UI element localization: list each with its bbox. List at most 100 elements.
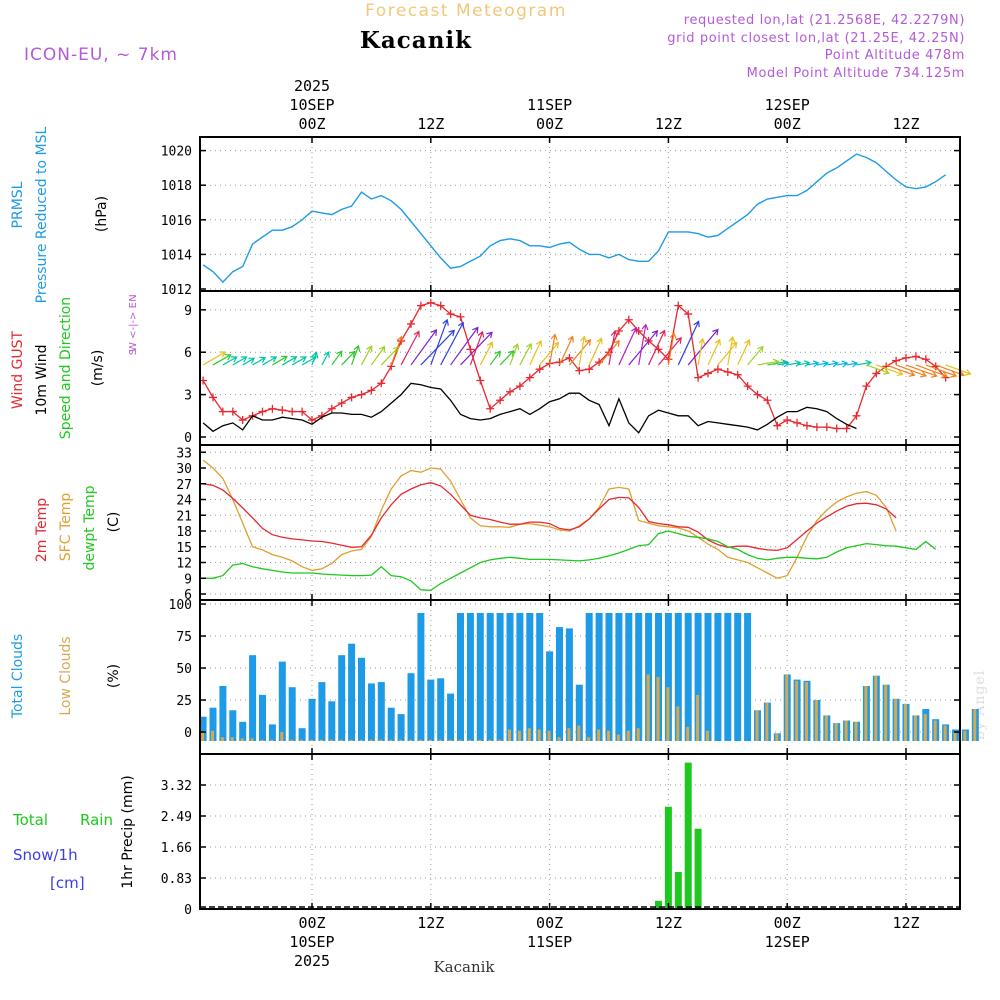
low-clouds-bar [310,739,313,741]
wind-gust-marker [337,399,346,408]
pressure-line [202,153,947,284]
total-clouds-bar [704,613,712,741]
total-clouds-bar [407,673,415,741]
low-clouds-bar [300,739,304,741]
wind-gust-marker [476,376,485,385]
wind-gust-marker [456,312,465,321]
temp-2m-line [203,482,897,552]
wind-gust-marker [466,345,475,354]
wind-direction-arrow [262,356,278,366]
total-clouds-bar [437,678,445,741]
total-clouds-bar [308,698,316,741]
y-tick-label: 15 [176,541,192,556]
wind-gust-marker [753,390,762,399]
wind-gust-marker [298,407,307,416]
point-altitude: Point Altitude 478m [825,48,965,63]
wind-direction-arrow [707,338,721,366]
time-label: 12Z [655,115,682,133]
total-clouds-bar [338,655,346,741]
wind-gust-marker [793,418,802,427]
wind-gust-marker [258,407,267,416]
wind-direction-arrow [212,354,232,366]
low-clouds-bar [240,738,244,741]
time-label: 00Z [774,914,801,932]
wind-gust-line [202,302,947,430]
y-tick-label: 9 [184,572,192,587]
low-clouds-bar [943,725,947,741]
total-clouds-bar [486,613,494,741]
wind-gust-marker [585,365,594,374]
compass-we: W <-|-> E [128,302,139,352]
total-clouds-bar [536,613,544,741]
y-tick-label: 12 [176,557,192,572]
wind-gust-marker [238,416,247,425]
low-clouds-bar [319,739,323,741]
wind-gust-marker [812,423,821,432]
time-label: 12SEP [765,933,810,951]
total-clouds-bar [694,613,702,741]
time-label: 12Z [655,914,682,932]
wind-gust-marker [525,373,534,382]
low-clouds-bar [814,700,818,741]
footer-location: Kacanik [433,958,495,976]
wind-direction-arrow [677,320,700,366]
wind-gust-marker [723,368,732,377]
wind-gust-marker [911,352,920,361]
wind-direction-arrow [479,341,494,366]
y-tick-label: 1016 [161,214,192,229]
total-clouds-bar [318,682,326,741]
rain-bar [655,900,662,909]
wind-direction-arrow [272,355,288,366]
wind-gust-marker [407,319,415,328]
total-clouds-bar [565,628,573,741]
wind-direction-arrow [618,326,638,366]
total-clouds-bar [278,661,286,741]
wind-direction-arrow [242,357,256,366]
low-clouds-bar [458,739,462,741]
wind-direction-arrow [519,342,532,366]
total-clouds-bar [595,613,603,741]
wind-direction-arrow [895,364,927,378]
label-dewpt-temp: dewpt Temp [82,485,98,570]
y-tick-label: 100 [169,598,192,613]
label-pressure-msl: Pressure Reduced to MSL [34,126,50,303]
wind-gust-marker [713,365,722,374]
low-clouds-bar [577,725,581,741]
wind-gust-marker [218,407,227,416]
wind-direction-arrow [202,351,227,366]
label-wind-gust: Wind GUST [10,330,26,409]
wind-gust-marker [278,406,287,415]
wind-gust-marker [872,369,881,378]
y-tick-label: 1012 [161,283,192,298]
wind-gust-marker [288,407,297,416]
wind-gust-marker [347,393,356,402]
wind-gust-marker [436,301,445,310]
low-clouds-bar [359,739,363,741]
wind-direction-arrow [311,351,319,366]
low-clouds-bar [547,730,551,741]
time-label: 2025 [294,77,330,95]
wind-direction-arrow [737,339,751,366]
wind-direction-arrow [638,323,649,366]
wind-direction-arrow [667,332,677,366]
total-clouds-bar [476,613,484,741]
low-clouds-bar [339,739,343,741]
wind-direction-arrow [400,330,420,366]
y-tick-label: 1020 [161,145,192,160]
wind-gust-marker [704,369,712,378]
wind-direction-arrow [390,335,404,366]
wind-gust-marker [832,424,841,433]
wind-direction-arrow [905,364,938,378]
wind-direction-arrow [588,337,603,366]
time-label: 00Z [536,914,563,932]
wind-gust-marker [892,356,901,365]
wind-direction-arrow [549,333,558,366]
low-clouds-bar [211,730,214,741]
wind-direction-arrow [331,350,343,366]
wind-gust-marker [327,404,336,413]
wind-direction-arrow [291,356,308,366]
low-clouds-bar [260,739,264,741]
low-clouds-bar [379,739,383,741]
label-celsius: (C) [106,512,122,533]
low-clouds-bar [498,739,502,741]
